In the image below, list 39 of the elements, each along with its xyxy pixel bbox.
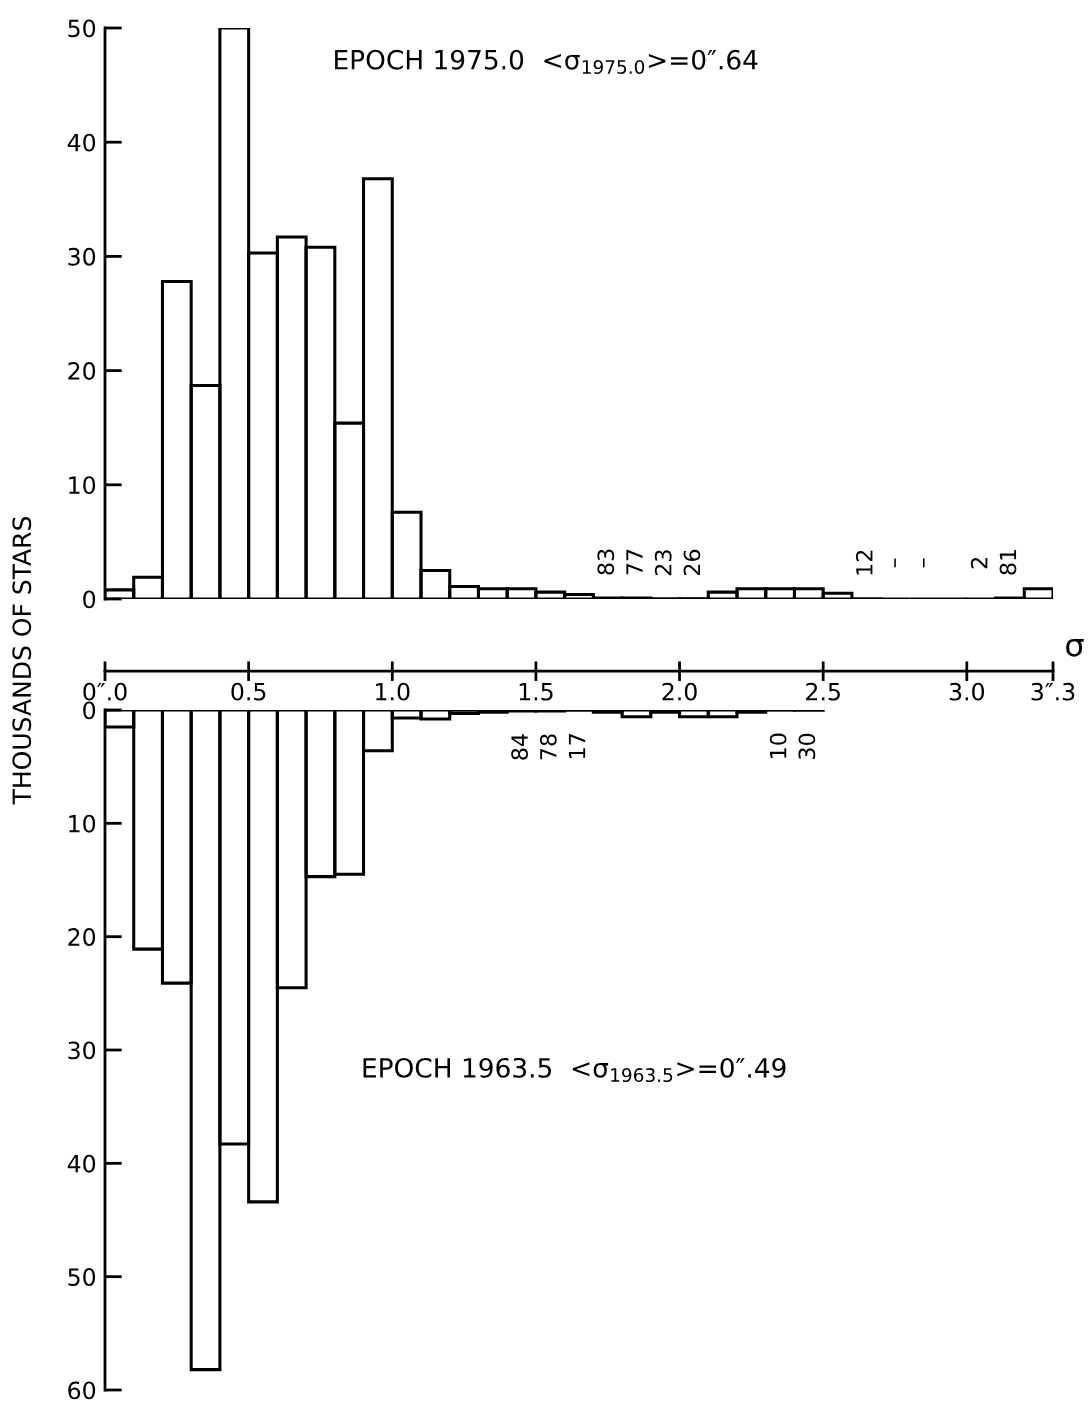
- text: EPOCH 1963.5 <σ$_{1963.5}$>=0″.49: [363, 1057, 786, 1083]
- annotation: 23: [654, 550, 672, 576]
- annotation: 26: [683, 549, 701, 576]
- x-tick-label: 1.5: [519, 683, 553, 701]
- y-tick-label: 10: [69, 814, 96, 833]
- annotation: 84: [511, 734, 528, 760]
- y-tick-label: 30: [68, 1041, 96, 1060]
- x-tick-label: 2.0: [662, 682, 697, 701]
- y-tick-label: 0: [83, 590, 96, 609]
- annotation: 2: [970, 558, 988, 569]
- x-tick-label: 2.5: [806, 682, 840, 701]
- x-tick-label: 1.0: [376, 682, 410, 701]
- y-tick-label: 0: [83, 701, 96, 720]
- y-axis-title: THOUSANDS OF STARS: [12, 516, 32, 805]
- y-tick-label: 30: [68, 247, 96, 266]
- y-tick-label: 40: [67, 133, 96, 152]
- annotation: –: [894, 558, 896, 568]
- annotation: 12: [855, 550, 873, 575]
- annotation: 17: [568, 734, 586, 758]
- annotation: –: [922, 558, 925, 568]
- annotation: 77: [626, 549, 643, 575]
- y-tick-label: 20: [68, 928, 96, 946]
- x-axis-title: σ: [1066, 638, 1084, 657]
- x-tick-label: 3.0: [949, 682, 985, 701]
- annotation: 81: [999, 549, 1017, 575]
- y-tick-label: 50: [68, 19, 96, 38]
- text: EPOCH 1975.0 <σ$_{1975.0}$>=0″.64: [335, 49, 758, 74]
- annotation: 30: [798, 733, 816, 759]
- annotation: 83: [597, 549, 615, 575]
- y-tick-label: 50: [68, 1268, 96, 1286]
- annotation: 10: [769, 733, 787, 758]
- x-tick-label: 3″.3: [1031, 682, 1075, 701]
- y-tick-label: 10: [69, 476, 96, 495]
- annotation: 78: [539, 734, 557, 760]
- y-tick-label: 40: [67, 1154, 96, 1173]
- y-tick-label: 20: [68, 362, 96, 380]
- x-tick-label: 0.5: [231, 682, 266, 701]
- x-tick-label: 0″.0: [83, 682, 127, 701]
- y-tick-label: 60: [68, 1381, 96, 1400]
